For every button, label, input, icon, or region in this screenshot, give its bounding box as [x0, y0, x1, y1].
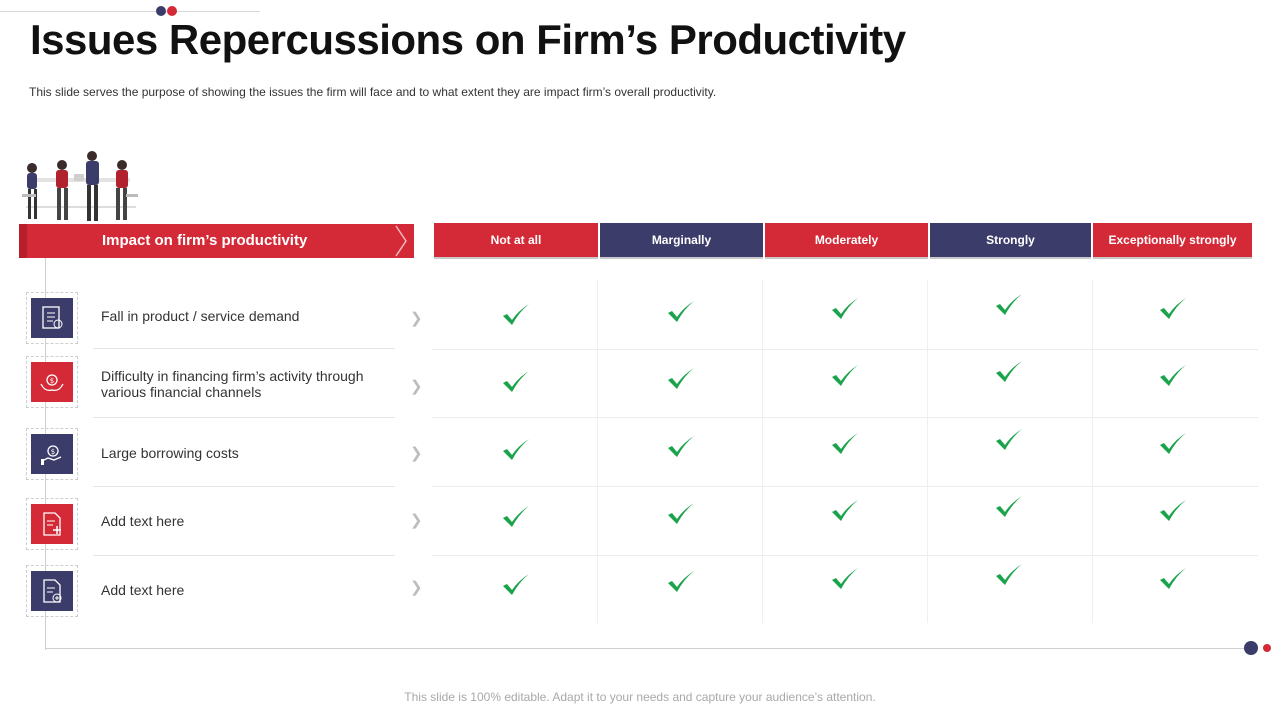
grid-line: [927, 280, 928, 623]
chevron-right-icon: [395, 225, 407, 257]
grid-line: [1092, 280, 1093, 623]
grid-line: [597, 280, 598, 623]
row-label-4: Add text here: [101, 513, 185, 529]
chevron-right-icon: ❯: [410, 579, 423, 596]
checkmark-icon: [996, 361, 1022, 382]
grid-line: [762, 280, 763, 623]
chevron-right-icon: ❯: [410, 378, 423, 395]
navy-dot-decoration-bottom: [1244, 641, 1258, 655]
impact-bar-edge: [19, 224, 27, 258]
checkmark-icon: [996, 564, 1022, 585]
row-icon-box: $: [26, 356, 78, 408]
row-label-5: Add text here: [101, 582, 185, 598]
column-header-strongly: Strongly: [930, 223, 1091, 259]
row-separator: [93, 417, 395, 418]
checkmark-icon: [668, 436, 694, 457]
red-dot-decoration-bottom: [1263, 644, 1271, 652]
checkmark-icon: [668, 571, 694, 592]
checklist-document-icon: [31, 298, 73, 338]
checkmark-icon: [832, 500, 858, 521]
row-icon-box: [26, 498, 78, 550]
hands-money-icon: $: [31, 362, 73, 402]
footer-note: This slide is 100% editable. Adapt it to…: [404, 690, 876, 704]
chevron-right-icon: ❯: [410, 445, 423, 462]
chevron-right-icon: ❯: [410, 310, 423, 327]
row-label-2: Difficulty in financing firm’s activity …: [101, 368, 364, 400]
checkmark-icon: [832, 298, 858, 319]
header-divider: [0, 11, 260, 12]
checkmark-icon: [503, 506, 529, 527]
impact-header-label: Impact on firm’s productivity: [102, 232, 308, 249]
chevron-right-icon: ❯: [410, 512, 423, 529]
page-subtitle: This slide serves the purpose of showing…: [29, 85, 717, 99]
checkmark-icon: [668, 301, 694, 322]
row-separator: [93, 486, 395, 487]
checkmark-icon: [503, 304, 529, 325]
checkmark-icon: [832, 568, 858, 589]
row-separator: [93, 555, 395, 556]
bottom-frame-line: [45, 648, 1250, 649]
grid-line: [432, 555, 1258, 556]
hand-coins-icon: $: [31, 434, 73, 474]
grid-line: [432, 349, 1258, 350]
grid-line: [432, 486, 1258, 487]
checkmark-icon: [1160, 568, 1186, 589]
checkmark-icon: [1160, 298, 1186, 319]
checkmark-icon: [832, 365, 858, 386]
checkmark-icon: [503, 439, 529, 460]
checkmark-icon: [1160, 500, 1186, 521]
page-title: Issues Repercussions on Firm’s Productiv…: [30, 16, 906, 63]
checkmark-icon: [1160, 365, 1186, 386]
column-header-not-at-all: Not at all: [434, 223, 598, 259]
checkmark-icon: [996, 496, 1022, 517]
impact-header-bar: Impact on firm’s productivity: [19, 224, 414, 258]
column-header-exceptionally-strongly: Exceptionally strongly: [1093, 223, 1252, 259]
checkmark-icon: [668, 503, 694, 524]
grid-line: [432, 417, 1258, 418]
row-separator: [93, 348, 395, 349]
row-icon-box: $: [26, 428, 78, 480]
red-dot-decoration: [167, 6, 177, 16]
navy-dot-decoration: [156, 6, 166, 16]
checkmark-icon: [1160, 433, 1186, 454]
svg-text:$: $: [50, 377, 54, 385]
checkmark-icon: [668, 368, 694, 389]
checkmark-icon: [832, 433, 858, 454]
column-header-marginally: Marginally: [600, 223, 763, 259]
svg-text:$: $: [51, 448, 55, 456]
checkmark-icon: [503, 371, 529, 392]
checkmark-icon: [503, 574, 529, 595]
checkmark-icon: [996, 294, 1022, 315]
document-plus-icon: [31, 504, 73, 544]
business-meeting-illustration: [22, 151, 138, 221]
row-label-3: Large borrowing costs: [101, 445, 239, 461]
column-header-moderately: Moderately: [765, 223, 928, 259]
checkmark-icon: [996, 429, 1022, 450]
row-icon-box: [26, 565, 78, 617]
row-label-1: Fall in product / service demand: [101, 308, 300, 324]
row-icon-box: [26, 292, 78, 344]
document-add-icon: [31, 571, 73, 611]
